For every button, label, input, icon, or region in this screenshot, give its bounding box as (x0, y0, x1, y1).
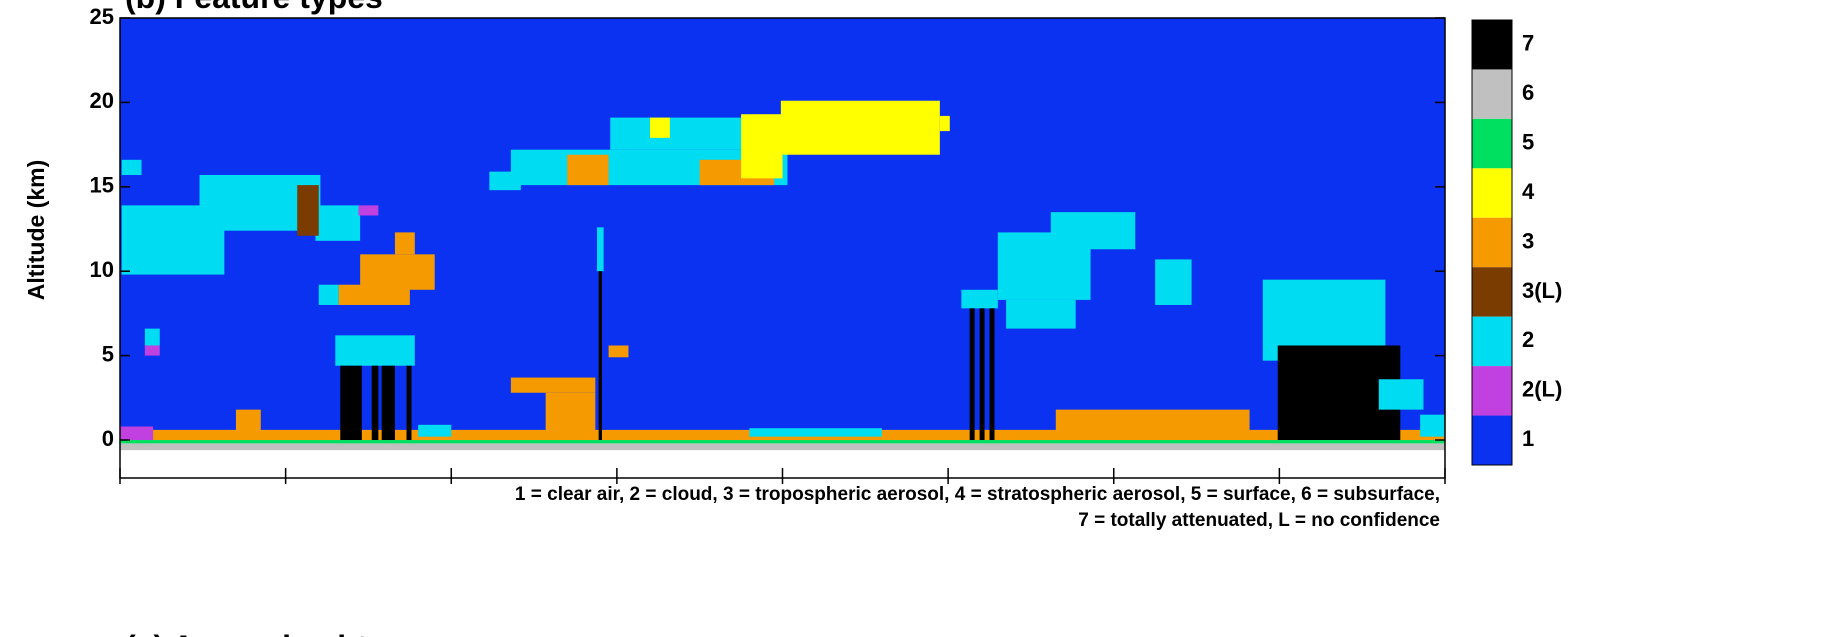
feature-region (979, 308, 985, 441)
chart-title: (b) Feature types (125, 0, 383, 15)
y-tick-label: 25 (90, 4, 114, 29)
feature-region (340, 365, 362, 441)
feature-region (598, 271, 602, 441)
feature-region (969, 308, 975, 441)
y-tick-label: 0 (102, 426, 114, 451)
feature-region (780, 100, 940, 155)
feature-region (360, 254, 435, 290)
feature-region (358, 205, 379, 216)
colorbar-swatch (1472, 267, 1512, 317)
feature-region (406, 365, 412, 441)
feature-region (315, 205, 361, 241)
y-axis-label: Altitude (km) (23, 160, 49, 301)
feature-region (381, 365, 395, 441)
feature-region (650, 117, 670, 138)
colorbar-label: 6 (1522, 80, 1534, 105)
feature-region (235, 409, 261, 441)
feature-region (1055, 409, 1250, 441)
colorbar-swatch (1472, 20, 1512, 70)
feature-region (120, 426, 154, 441)
feature-region (120, 443, 1445, 451)
legend-note: 1 = clear air, 2 = cloud, 3 = tropospher… (515, 484, 1440, 505)
feature-region (510, 377, 596, 393)
feature-region (939, 115, 950, 132)
feature-region (567, 154, 609, 186)
feature-region (121, 159, 142, 175)
feature-region (394, 232, 415, 255)
colorbar-swatch (1472, 118, 1512, 169)
y-tick-label: 5 (102, 341, 114, 366)
feature-region (1006, 299, 1076, 329)
colorbar-swatch (1472, 415, 1512, 465)
legend-note: 7 = totally attenuated, L = no confidenc… (1078, 510, 1440, 531)
y-tick-label: 10 (90, 257, 114, 282)
colorbar-label: 2(L) (1522, 377, 1562, 402)
feature-region (608, 345, 629, 358)
feature-region (120, 440, 1445, 444)
feature-region (741, 114, 783, 179)
colorbar-label: 4 (1522, 179, 1535, 204)
feature-region (1378, 379, 1424, 410)
feature-region (1155, 259, 1192, 305)
feature-region (989, 308, 995, 441)
colorbar-swatch (1472, 69, 1512, 119)
colorbar-label: 2 (1522, 327, 1534, 352)
feature-region (749, 428, 882, 437)
feature-region (338, 284, 410, 305)
feature-region (418, 424, 452, 437)
feature-region (545, 392, 596, 441)
colorbar-label: 1 (1522, 426, 1534, 451)
colorbar-swatch (1472, 168, 1512, 218)
feature-region (610, 117, 760, 150)
feature-region (371, 365, 379, 441)
feature-region (335, 335, 415, 366)
feature-region (1050, 212, 1136, 250)
y-tick-label: 15 (90, 173, 114, 198)
y-tick-label: 20 (90, 88, 114, 113)
feature-region (144, 345, 160, 356)
colorbar-label: 3(L) (1522, 278, 1562, 303)
feature-region (297, 185, 319, 236)
feature-region (961, 289, 998, 309)
colorbar-swatch (1472, 217, 1512, 268)
feature-region (144, 328, 160, 346)
feature-region (597, 227, 604, 272)
colorbar-label: 5 (1522, 129, 1534, 154)
next-panel-title: (c) Aerosol subtype (125, 629, 423, 637)
colorbar-label: 3 (1522, 228, 1534, 253)
colorbar-swatch (1472, 366, 1512, 416)
colorbar-label: 7 (1522, 31, 1534, 56)
colorbar-swatch (1472, 316, 1512, 367)
plot-area (120, 18, 1445, 451)
colorbar-frame (1471, 19, 1513, 466)
feature-region (1420, 414, 1445, 437)
feature-region (318, 284, 339, 305)
